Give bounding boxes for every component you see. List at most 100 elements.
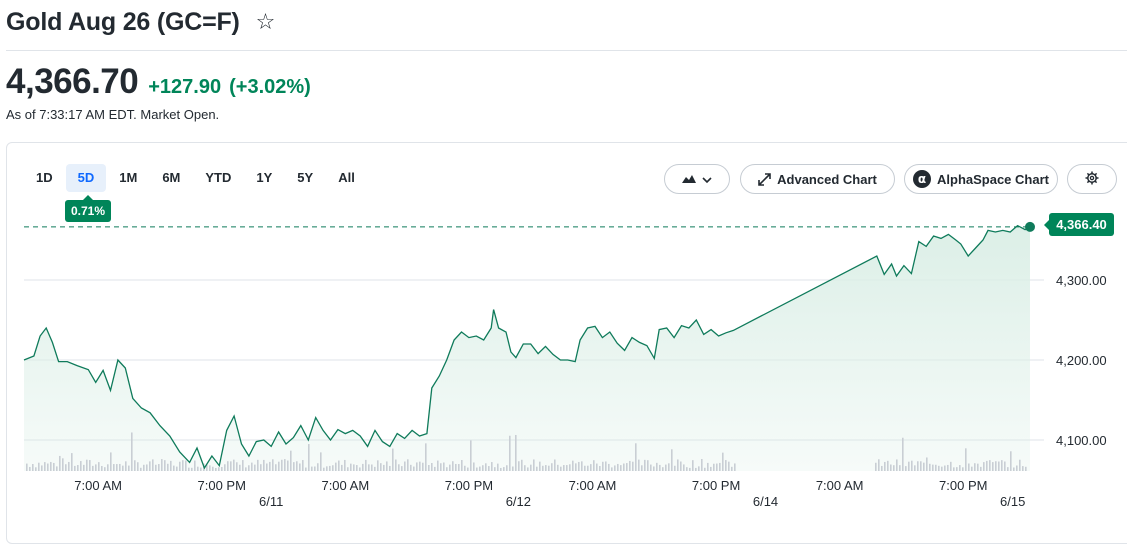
range-tab-5d[interactable]: 5D (65, 164, 107, 192)
volume-bar (167, 463, 169, 471)
volume-bar (353, 464, 355, 471)
volume-bar (32, 464, 34, 471)
y-tick-label: 4,200.00 (1056, 353, 1107, 368)
volume-bar (377, 460, 379, 471)
volume-bar (926, 457, 928, 471)
range-tab-5y[interactable]: 5Y (297, 170, 314, 185)
volume-bar (98, 462, 100, 471)
chart-type-dropdown[interactable] (664, 164, 730, 194)
volume-bar (245, 467, 247, 471)
volume-bar (440, 463, 442, 471)
range-tab-1d[interactable]: 1D (36, 170, 53, 185)
volume-bar (518, 461, 520, 471)
volume-bar (1019, 459, 1021, 471)
volume-bar (953, 467, 955, 471)
volume-bar (443, 462, 445, 471)
volume-bar (470, 440, 472, 471)
volume-bar (191, 467, 193, 471)
volume-bar (371, 464, 373, 471)
volume-bar (419, 461, 421, 471)
volume-bar (521, 459, 523, 471)
alphaspace-chart-button[interactable]: α AlphaSpace Chart (904, 164, 1058, 194)
volume-bar (605, 461, 607, 471)
last-point-marker (1025, 221, 1035, 232)
volume-bar (59, 455, 61, 471)
volume-bar (590, 464, 592, 471)
volume-bar (1013, 467, 1015, 471)
volume-bar (716, 463, 718, 471)
volume-bar (326, 466, 328, 471)
page-title: Gold Aug 26 (GC=F) (6, 7, 240, 36)
volume-bar (497, 463, 499, 471)
volume-bar (407, 459, 409, 471)
volume-bar (989, 460, 991, 471)
volume-bar (614, 465, 616, 471)
volume-bar (491, 462, 493, 471)
volume-bar (422, 462, 424, 471)
volume-bar (302, 460, 304, 471)
volume-bar (506, 465, 508, 471)
volume-bar (434, 466, 436, 471)
range-tab-6m[interactable]: 6M (162, 170, 181, 185)
x-tick-label: 7:00 AM (321, 478, 369, 493)
volume-bar (299, 463, 301, 471)
volume-bar (602, 461, 604, 471)
volume-bar (260, 464, 262, 471)
range-tab-1m[interactable]: 1M (119, 170, 138, 185)
alphaspace-icon: α (913, 170, 931, 188)
settings-button[interactable] (1067, 164, 1117, 194)
volume-bar (182, 460, 184, 471)
volume-bar (209, 465, 211, 471)
volume-bar (596, 463, 598, 471)
range-tab-1y[interactable]: 1Y (256, 170, 273, 185)
x-tick-label: 7:00 PM (445, 478, 493, 493)
volume-bar (563, 465, 565, 471)
mountain-chart-icon (682, 174, 696, 184)
price-chart[interactable]: 4,100.00 4,200.00 4,300.00 7:00 AM 7:00 PM 6/… (0, 0, 1127, 511)
volume-bar (944, 465, 946, 471)
volume-bar (266, 463, 268, 471)
volume-bar (50, 461, 52, 471)
volume-bar (47, 463, 49, 471)
volume-bar (242, 460, 244, 471)
volume-bar (86, 459, 88, 471)
volume-bar (272, 459, 274, 471)
price-change-percent: (+3.02%) (229, 76, 311, 98)
volume-bar (734, 463, 736, 471)
range-tab-ytd[interactable]: YTD (205, 170, 232, 185)
volume-bar (620, 465, 622, 471)
title-row: Gold Aug 26 (GC=F) ☆ (6, 4, 275, 40)
volume-bar (428, 464, 430, 471)
volume-bar (200, 467, 202, 471)
volume-bar (338, 460, 340, 471)
volume-bar (560, 466, 562, 471)
volume-bar (155, 464, 157, 471)
volume-bar (992, 462, 994, 471)
alphaspace-chart-label: AlphaSpace Chart (937, 171, 1049, 187)
volume-bar (449, 464, 451, 471)
range-tab-all[interactable]: All (338, 170, 355, 185)
volume-bar (599, 465, 601, 471)
volume-bar (425, 443, 427, 471)
volume-bar (431, 462, 433, 471)
x-tick-label: 7:00 PM (198, 478, 246, 493)
star-icon[interactable]: ☆ (255, 9, 276, 34)
volume-bar (239, 464, 241, 471)
volume-bar (479, 466, 481, 471)
volume-bar (56, 466, 58, 471)
volume-bar (533, 459, 535, 471)
advanced-chart-button[interactable]: Advanced Chart (740, 164, 895, 194)
volume-bar (233, 459, 235, 471)
volume-bar (572, 460, 574, 471)
volume-bar (908, 461, 910, 471)
volume-bar (488, 466, 490, 471)
volume-bar (389, 465, 391, 471)
volume-bar (626, 463, 628, 471)
volume-bar (998, 461, 1000, 471)
market-status: As of 7:33:17 AM EDT. Market Open. (6, 107, 220, 122)
volume-bar (383, 464, 385, 471)
volume-bar (950, 461, 952, 471)
volume-bar (332, 465, 334, 471)
volume-bar (287, 460, 289, 471)
volume-bar (680, 461, 682, 471)
